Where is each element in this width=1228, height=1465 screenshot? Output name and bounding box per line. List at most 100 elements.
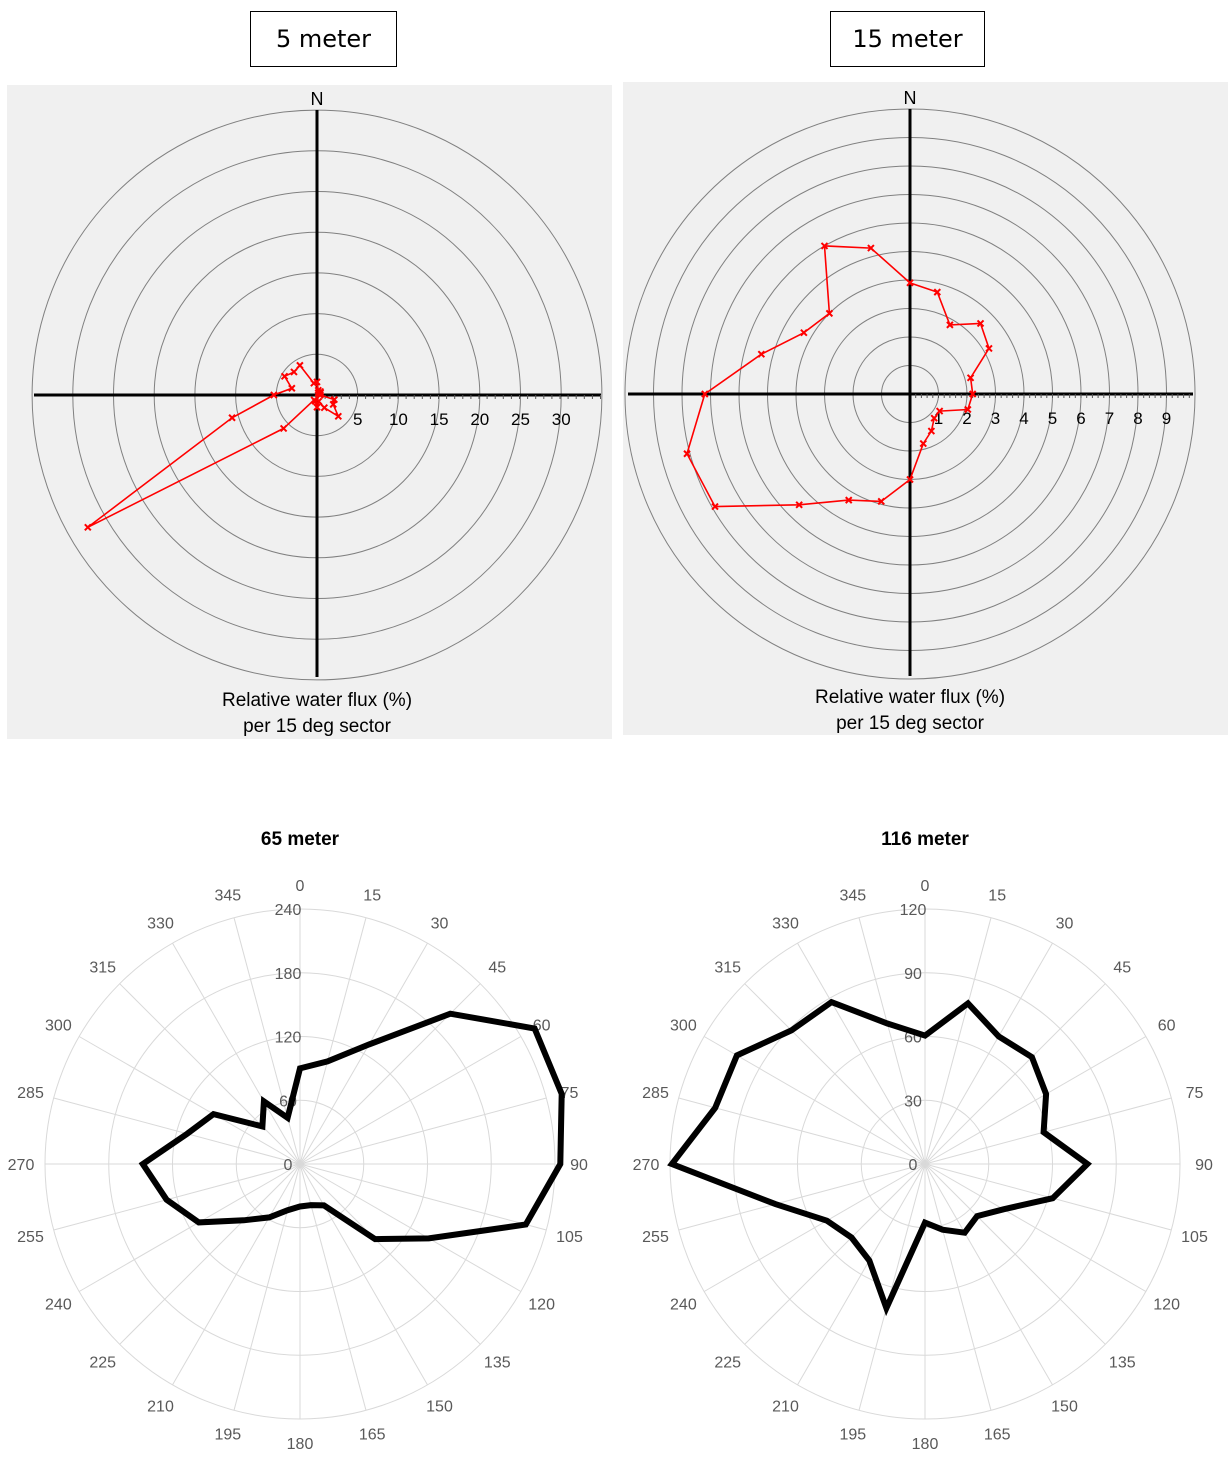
angle-label: 210 [147, 1399, 174, 1416]
spoke-line [924, 1163, 992, 1411]
angle-label: 255 [17, 1229, 44, 1246]
title-5m: 5 meter [250, 11, 397, 67]
polar-chart-15m: 1 2 3 4 5 6 7 8 9 N Relative water flux (%) per 15 … [623, 82, 1228, 735]
angle-label: 45 [1113, 960, 1131, 977]
data-point-marker [968, 390, 977, 398]
data-point-marker [310, 379, 318, 387]
north-label: N [311, 89, 324, 109]
data-point-marker [757, 350, 766, 358]
chart-title: 116 meter [881, 829, 969, 850]
radial-tick-label: 5 [1048, 409, 1057, 428]
angle-label: 135 [484, 1354, 511, 1371]
polar-chart-5m: 5 10 15 20 25 30 N Relative water flux (%) per 1… [7, 85, 612, 739]
data-point-marker [290, 368, 298, 376]
angle-label: 105 [1181, 1229, 1208, 1246]
spoke-line [299, 1163, 547, 1231]
spoke-line [172, 942, 301, 1165]
angle-label: 90 [1195, 1157, 1213, 1174]
data-point-marker [933, 288, 941, 296]
angle-label: 210 [772, 1399, 799, 1416]
angle-label: 330 [147, 915, 174, 932]
angle-label: 0 [921, 878, 930, 895]
spoke-line [924, 983, 1106, 1165]
axis-label-2: per 15 deg sector [836, 713, 985, 734]
angle-label: 60 [1158, 1018, 1176, 1035]
data-point-marker [84, 523, 92, 532]
data-point-marker [279, 424, 288, 433]
data-point-marker [930, 414, 938, 422]
data-point-marker [966, 374, 975, 382]
data-point-marker [946, 321, 954, 329]
spoke-line [299, 942, 428, 1165]
spoke-line [797, 1163, 926, 1386]
radial-tick-label: 120 [900, 902, 927, 919]
data-point-marker [310, 396, 318, 404]
angle-label: 315 [714, 960, 741, 977]
spoke-line [78, 1163, 301, 1292]
angle-label: 195 [839, 1426, 866, 1443]
spoke-line [299, 1163, 367, 1411]
title-15m: 15 meter [830, 11, 985, 67]
data-point-marker [329, 400, 337, 409]
spoke-line [924, 942, 1053, 1165]
radial-tick-label: 7 [1105, 409, 1114, 428]
angle-label: 120 [528, 1297, 555, 1314]
angle-label: 240 [670, 1297, 697, 1314]
angle-label: 150 [1051, 1399, 1078, 1416]
angle-label: 225 [89, 1354, 116, 1371]
radial-tick-label: 30 [904, 1093, 922, 1110]
spoke-line [678, 1097, 926, 1165]
spoke-line [744, 983, 926, 1165]
spoke-line [172, 1163, 301, 1386]
north-label: N [904, 88, 917, 108]
data-point-marker [313, 403, 321, 411]
spoke-line [299, 1163, 428, 1386]
spoke-line [53, 1163, 301, 1231]
plot-background [623, 82, 1228, 735]
data-point-marker [711, 502, 719, 511]
spoke-line [858, 1163, 926, 1411]
angle-label: 15 [988, 888, 1006, 905]
radial-tick-label: 25 [511, 410, 530, 429]
radial-tick-label: 15 [430, 410, 449, 429]
data-point-marker [906, 475, 914, 484]
angle-label: 135 [1109, 1354, 1136, 1371]
spoke-line [53, 1097, 301, 1165]
data-point-marker [270, 391, 278, 399]
spoke-line [119, 983, 301, 1165]
angle-label: 180 [912, 1436, 939, 1453]
angle-label: 270 [633, 1157, 660, 1174]
spoke-line [299, 1097, 547, 1165]
data-point-marker [800, 329, 808, 337]
data-point-marker [867, 244, 875, 252]
radial-tick-label: 10 [389, 410, 408, 429]
angle-label: 345 [839, 888, 866, 905]
data-point-marker [919, 439, 927, 448]
spoke-line [299, 1036, 522, 1165]
spoke-line [78, 1036, 301, 1165]
radar-chart-116m: 0 15 30 45 60 75 90 105 120 135 150 165 180 195 210 225… [633, 829, 1213, 1453]
spoke-line [233, 1163, 301, 1411]
axis-label: Relative water flux (%) [815, 687, 1005, 708]
radial-tick-label: 2 [962, 409, 971, 428]
data-point-marker [935, 407, 944, 415]
angle-label: 30 [1056, 915, 1074, 932]
radial-tick-label: 120 [275, 1030, 302, 1047]
radial-tick-label: 0 [284, 1157, 293, 1174]
spoke-line [233, 917, 301, 1165]
angle-label: 330 [772, 915, 799, 932]
spoke-line [924, 1163, 1053, 1386]
angle-label: 0 [296, 878, 305, 895]
radial-tick-label: 0 [909, 1157, 918, 1174]
angle-label: 75 [561, 1085, 579, 1102]
data-point-marker [316, 391, 324, 399]
radial-tick-label: 180 [275, 966, 302, 983]
radial-tick-label: 8 [1133, 409, 1142, 428]
angle-label: 255 [642, 1229, 669, 1246]
data-point-marker [228, 414, 236, 422]
data-point-marker [985, 344, 993, 353]
angle-label: 75 [1186, 1085, 1204, 1102]
spoke-line [797, 942, 926, 1165]
angle-label: 30 [431, 915, 449, 932]
